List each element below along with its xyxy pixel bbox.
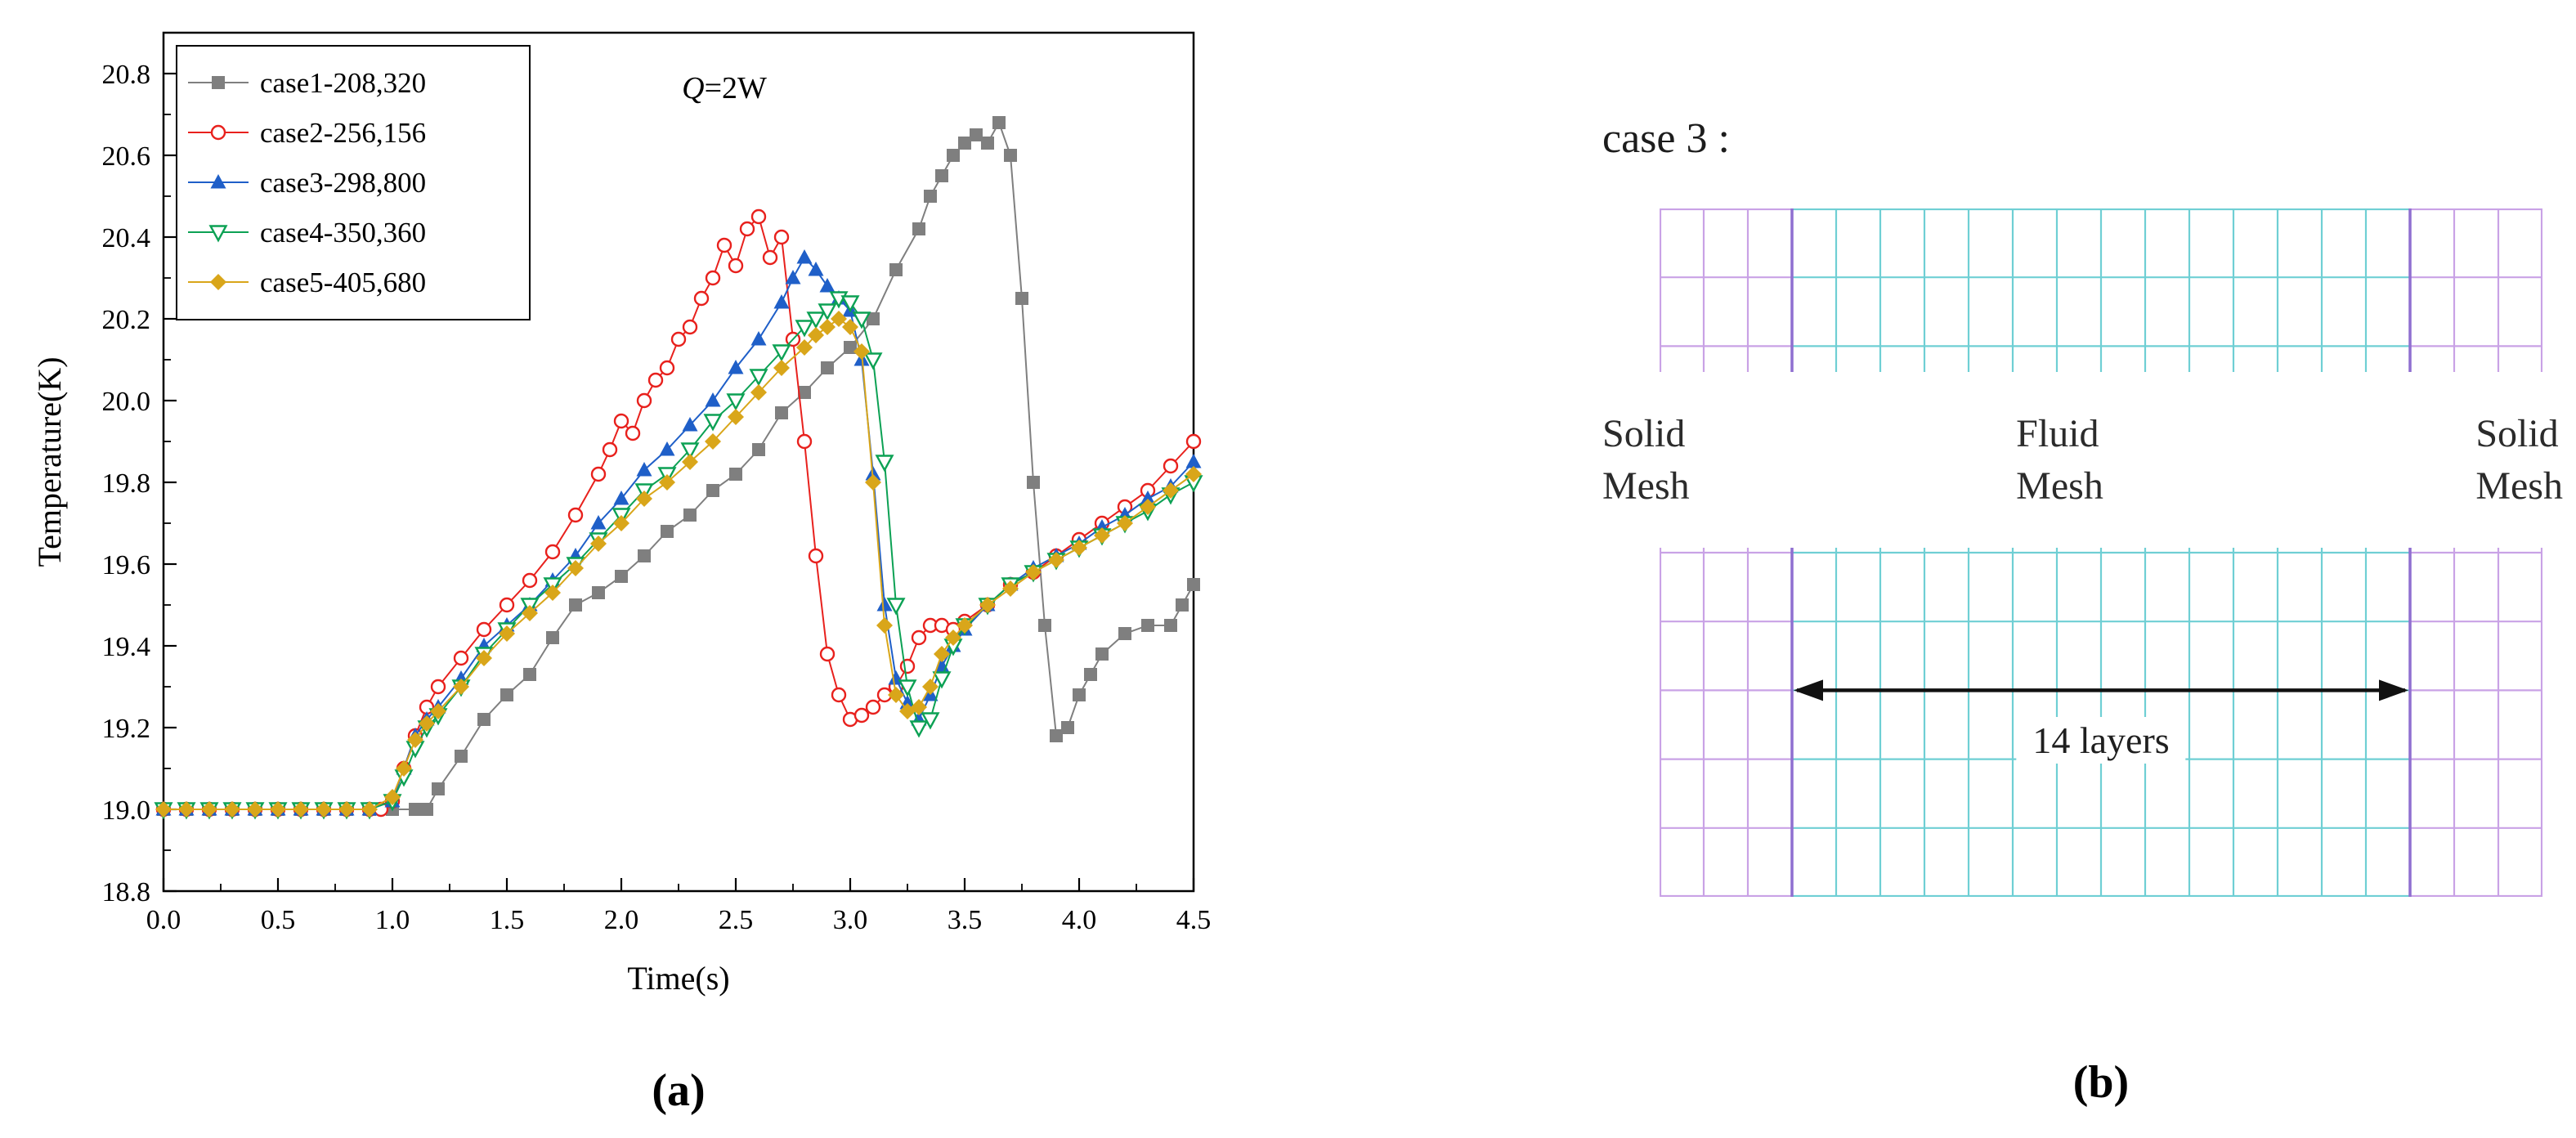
- svg-text:1.5: 1.5: [490, 905, 525, 935]
- svg-text:2.0: 2.0: [604, 905, 639, 935]
- layer-span-arrow: [1794, 679, 2408, 701]
- layer-count-label: 14 layers: [2016, 717, 2186, 764]
- svg-text:19.6: 19.6: [102, 550, 151, 580]
- svg-text:0.0: 0.0: [146, 905, 181, 935]
- svg-text:18.8: 18.8: [102, 877, 151, 907]
- mesh-diagram: Solid Mesh Fluid Mesh Solid Mesh 14 laye…: [1602, 208, 2563, 897]
- panel-a-temperature-plot: 0.0 0.5 1.0 1.5 2.0 2.5 3.0 3.5 4.0 4.5 18.8 19.0 19…: [16, 8, 1267, 1138]
- svg-text:19.8: 19.8: [102, 468, 151, 499]
- svg-text:20.0: 20.0: [102, 387, 151, 417]
- axes: 0.0 0.5 1.0 1.5 2.0 2.5 3.0 3.5 4.0 4.5 18.8 19.0 19…: [31, 31, 1212, 997]
- label-line: Mesh: [2016, 464, 2103, 508]
- x-axis-title: Time(s): [627, 960, 729, 997]
- caption-b: (b): [2072, 1057, 2130, 1108]
- legend-entry: case3-298,800: [260, 167, 426, 199]
- svg-text:2.5: 2.5: [719, 905, 754, 935]
- label-line: Mesh: [2475, 464, 2563, 508]
- svg-text:4.0: 4.0: [1062, 905, 1097, 935]
- panel-b-mesh-diagram: case 3 : Solid Mesh Fluid Mesh Solid Mes…: [1586, 0, 2576, 1138]
- legend-entry: case1-208,320: [260, 67, 426, 99]
- solid-mesh-label-right: Solid Mesh: [2475, 408, 2563, 512]
- series-case5-405,680: [155, 311, 1202, 818]
- mesh-grid: [1660, 208, 2542, 897]
- series-case4-350,360: [154, 291, 1203, 820]
- legend-entry: case2-256,156: [260, 117, 426, 149]
- y-axis-title: Temperature(K): [31, 356, 68, 567]
- svg-text:20.6: 20.6: [102, 141, 151, 172]
- legend-entry: case5-405,680: [260, 267, 426, 298]
- svg-text:3.5: 3.5: [948, 905, 983, 935]
- svg-text:19.2: 19.2: [102, 714, 151, 744]
- svg-text:1.0: 1.0: [375, 905, 410, 935]
- svg-text:20.2: 20.2: [102, 305, 151, 335]
- svg-text:0.5: 0.5: [261, 905, 296, 935]
- label-line: Solid: [1602, 412, 1686, 456]
- svg-text:19.0: 19.0: [102, 795, 151, 826]
- label-line: Fluid: [2016, 412, 2099, 456]
- legend-entry: case4-350,360: [260, 217, 426, 249]
- svg-text:20.4: 20.4: [102, 223, 151, 253]
- mesh-heading: case 3 :: [1602, 115, 1730, 162]
- solid-mesh-label-left: Solid Mesh: [1602, 408, 1690, 512]
- fluid-mesh-label: Fluid Mesh: [2016, 408, 2103, 512]
- mesh-label-band: Solid Mesh Fluid Mesh Solid Mesh: [1602, 372, 2563, 548]
- label-line: Mesh: [1602, 464, 1690, 508]
- svg-text:4.5: 4.5: [1176, 905, 1212, 935]
- svg-text:3.0: 3.0: [833, 905, 868, 935]
- caption-a: (a): [652, 1065, 706, 1116]
- label-line: Solid: [2475, 412, 2559, 456]
- legend: case1-208,320 case2-256,156 case3-298,800 c…: [176, 45, 531, 320]
- heat-load-annotation: Q=2W: [682, 71, 767, 105]
- svg-text:19.4: 19.4: [102, 632, 151, 662]
- grid-lines: [1660, 208, 2542, 897]
- temperature-chart: 0.0 0.5 1.0 1.5 2.0 2.5 3.0 3.5 4.0 4.5 18.8 19.0 19…: [31, 31, 1212, 997]
- svg-text:20.8: 20.8: [102, 60, 151, 90]
